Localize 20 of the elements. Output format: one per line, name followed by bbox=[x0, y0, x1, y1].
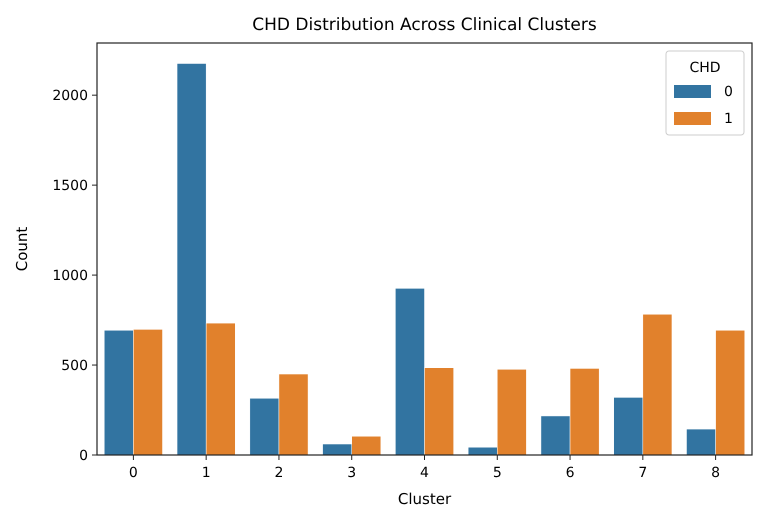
y-axis-title: Count bbox=[13, 226, 31, 272]
legend-label: 1 bbox=[724, 111, 733, 127]
x-tick-label: 0 bbox=[128, 465, 138, 481]
x-tick-label: 5 bbox=[492, 465, 502, 481]
legend-title: CHD bbox=[689, 60, 721, 76]
x-tick-label: 4 bbox=[420, 465, 430, 481]
legend-label: 0 bbox=[724, 84, 733, 100]
x-tick-label: 7 bbox=[638, 465, 648, 481]
x-tick-label: 3 bbox=[347, 465, 356, 481]
x-tick-label: 1 bbox=[202, 465, 211, 481]
y-tick-label: 500 bbox=[61, 358, 88, 374]
x-tick-label: 2 bbox=[274, 465, 284, 481]
x-tick-label: 6 bbox=[566, 465, 575, 481]
y-tick-label: 0 bbox=[79, 448, 88, 464]
x-tick-label: 8 bbox=[711, 465, 720, 481]
y-tick-label: 1000 bbox=[52, 268, 88, 284]
y-tick-label: 2000 bbox=[52, 88, 88, 104]
y-tick-label: 1500 bbox=[52, 178, 88, 194]
x-axis-title: Cluster bbox=[398, 490, 452, 508]
chart-title: CHD Distribution Across Clinical Clusters bbox=[252, 15, 597, 35]
